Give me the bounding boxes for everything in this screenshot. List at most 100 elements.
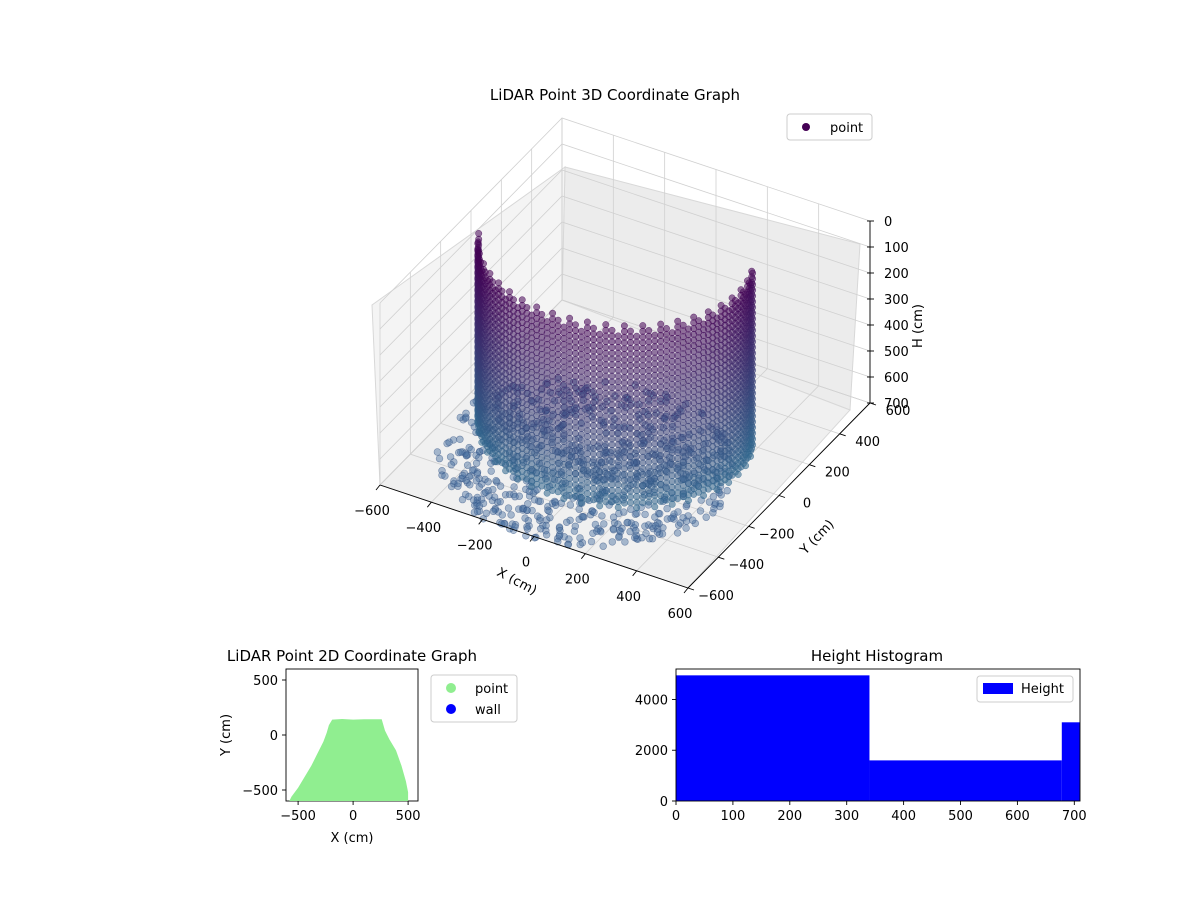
lidar-point bbox=[603, 321, 609, 327]
histogram-bar bbox=[1062, 722, 1080, 801]
lidar-point bbox=[578, 494, 584, 500]
lidar-point bbox=[603, 447, 609, 453]
lidar-point bbox=[724, 487, 731, 494]
lidar-point bbox=[578, 357, 584, 363]
lidar-point bbox=[578, 368, 584, 374]
x-tick-label: 0 bbox=[672, 809, 680, 824]
lidar-point bbox=[621, 357, 627, 363]
lidar-point bbox=[578, 471, 584, 477]
lidar-point bbox=[646, 344, 652, 350]
lidar-point bbox=[571, 528, 578, 535]
lidar-point bbox=[519, 297, 525, 303]
lidar-point bbox=[555, 454, 561, 460]
lidar-point bbox=[663, 371, 669, 377]
lidar-point bbox=[658, 424, 664, 430]
lidar-point bbox=[566, 389, 572, 395]
lidar-point bbox=[534, 304, 540, 310]
lidar-point bbox=[646, 459, 652, 465]
lidar-point bbox=[615, 419, 621, 425]
lidar-point bbox=[442, 473, 449, 480]
lidar-point bbox=[609, 499, 615, 505]
lidar-point bbox=[603, 402, 609, 408]
lidar-point bbox=[584, 428, 590, 434]
lidar-point bbox=[749, 310, 755, 316]
lidar-point bbox=[609, 419, 615, 425]
lidar-point bbox=[524, 526, 531, 533]
lidar-point bbox=[652, 366, 658, 372]
lidar-point bbox=[627, 425, 633, 431]
lidar-point bbox=[577, 541, 584, 548]
lidar-point bbox=[544, 507, 551, 514]
lidar-point bbox=[663, 365, 669, 371]
lidar-point bbox=[577, 535, 584, 542]
lidar-point bbox=[578, 477, 584, 483]
lidar-point bbox=[593, 528, 600, 535]
lidar-point bbox=[663, 491, 669, 497]
lidar-point bbox=[658, 372, 664, 378]
lidar-point bbox=[621, 380, 627, 386]
lidar-point bbox=[609, 350, 615, 356]
lidar-point bbox=[675, 318, 681, 324]
x-tick bbox=[684, 588, 688, 593]
lidar-point bbox=[646, 385, 652, 391]
lidar-point bbox=[590, 457, 596, 463]
plot2d-xlabel: X (cm) bbox=[331, 831, 374, 846]
lidar-point bbox=[640, 328, 646, 334]
lidar-point bbox=[547, 514, 554, 521]
lidar-point bbox=[634, 362, 640, 368]
y-tick-label: 4000 bbox=[635, 693, 668, 708]
lidar-point bbox=[597, 503, 603, 509]
lidar-point bbox=[615, 361, 621, 367]
lidar-point bbox=[555, 426, 561, 432]
lidar-point bbox=[508, 512, 515, 519]
lidar-point bbox=[597, 480, 603, 486]
lidar-point bbox=[749, 276, 755, 282]
lidar-point bbox=[603, 482, 609, 488]
lidar-point bbox=[543, 522, 550, 529]
lidar-point bbox=[470, 497, 477, 504]
lidar-point bbox=[749, 419, 755, 425]
lidar-point bbox=[592, 521, 599, 528]
lidar-point bbox=[578, 431, 584, 437]
plot3d-legend-marker bbox=[802, 123, 810, 131]
lidar-point bbox=[609, 327, 615, 333]
y-tick bbox=[718, 557, 724, 559]
lidar-point bbox=[603, 339, 609, 345]
lidar-point bbox=[615, 430, 621, 436]
lidar-point bbox=[615, 487, 621, 493]
lidar-point bbox=[572, 419, 578, 425]
lidar-point bbox=[572, 362, 578, 368]
lidar-point bbox=[654, 529, 661, 536]
lidar-point bbox=[555, 334, 561, 340]
lidar-point bbox=[615, 464, 621, 470]
lidar-point bbox=[566, 475, 572, 481]
lidar-point bbox=[658, 367, 664, 373]
lidar-point bbox=[617, 528, 624, 535]
lidar-point bbox=[464, 462, 471, 469]
lidar-point bbox=[572, 482, 578, 488]
lidar-point bbox=[646, 333, 652, 339]
lidar-point bbox=[474, 470, 481, 477]
lidar-point bbox=[658, 355, 664, 361]
x-tick-label: 600 bbox=[1005, 809, 1030, 824]
lidar-point bbox=[590, 422, 596, 428]
lidar-point bbox=[658, 378, 664, 384]
lidar-point bbox=[615, 333, 621, 339]
lidar-point bbox=[658, 475, 664, 481]
lidar-point bbox=[663, 486, 669, 492]
lidar-point bbox=[590, 325, 596, 331]
lidar-point bbox=[609, 384, 615, 390]
lidar-point bbox=[683, 525, 690, 532]
lidar-point bbox=[634, 396, 640, 402]
plot2d-legend-label-point: point bbox=[475, 682, 508, 697]
lidar-point bbox=[621, 323, 627, 329]
lidar-point bbox=[621, 437, 627, 443]
lidar-point bbox=[555, 414, 561, 420]
y-tick-label: −200 bbox=[759, 527, 795, 542]
lidar-point bbox=[646, 476, 652, 482]
lidar-point bbox=[584, 319, 590, 325]
lidar-point bbox=[561, 410, 567, 416]
lidar-point bbox=[572, 379, 578, 385]
lidar-point bbox=[652, 522, 659, 529]
lidar-point bbox=[652, 418, 658, 424]
